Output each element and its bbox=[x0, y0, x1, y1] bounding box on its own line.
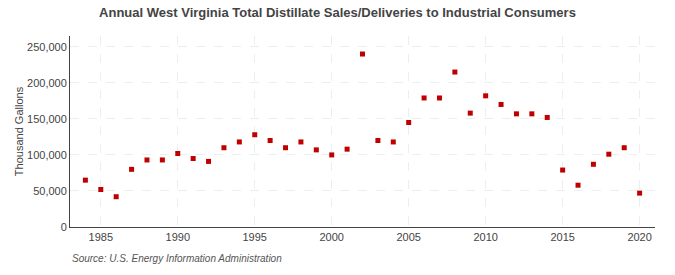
svg-text:250,000: 250,000 bbox=[27, 41, 67, 53]
svg-text:100,000: 100,000 bbox=[27, 149, 67, 161]
svg-text:1995: 1995 bbox=[242, 231, 266, 243]
svg-text:200,000: 200,000 bbox=[27, 77, 67, 89]
svg-text:1985: 1985 bbox=[89, 231, 113, 243]
svg-text:2015: 2015 bbox=[550, 231, 574, 243]
svg-text:Annual West Virginia Total Dis: Annual West Virginia Total Distillate Sa… bbox=[99, 5, 576, 20]
svg-text:1990: 1990 bbox=[166, 231, 190, 243]
svg-text:2005: 2005 bbox=[396, 231, 420, 243]
svg-text:0: 0 bbox=[61, 221, 67, 233]
svg-text:2020: 2020 bbox=[627, 231, 651, 243]
svg-text:150,000: 150,000 bbox=[27, 113, 67, 125]
svg-text:50,000: 50,000 bbox=[33, 185, 67, 197]
svg-text:Thousand Gallons: Thousand Gallons bbox=[13, 86, 25, 176]
svg-text:2000: 2000 bbox=[319, 231, 343, 243]
svg-text:Source: U.S. Energy Informatio: Source: U.S. Energy Information Administ… bbox=[72, 253, 282, 264]
svg-text:2010: 2010 bbox=[473, 231, 497, 243]
